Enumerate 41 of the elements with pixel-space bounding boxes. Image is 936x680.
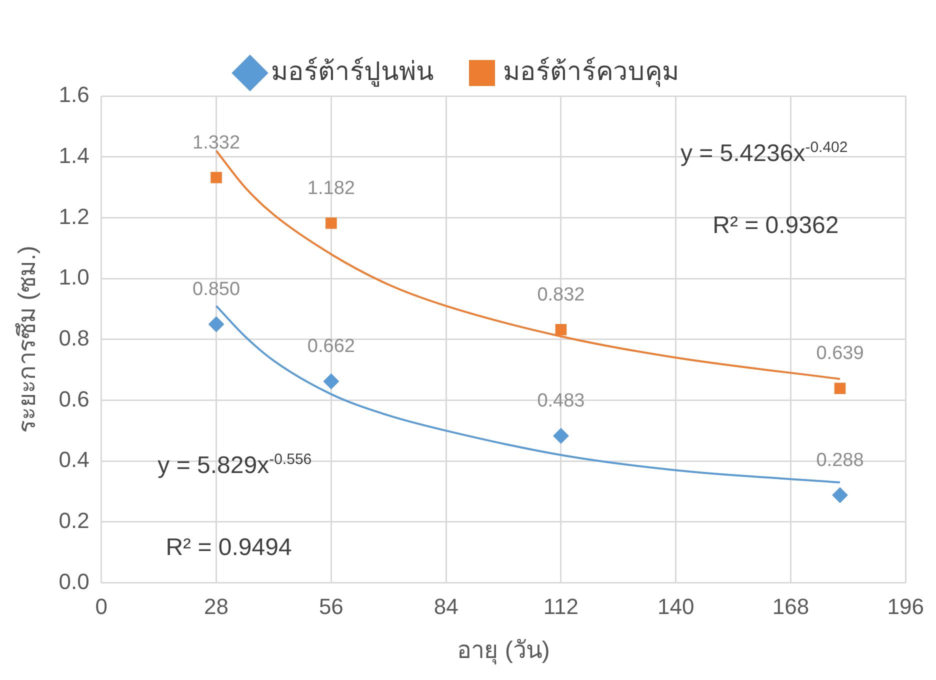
point	[555, 324, 567, 336]
point	[326, 218, 337, 229]
legend-label: มอร์ต้าร์ควบคุม	[503, 56, 679, 88]
data-label: 1.182	[307, 178, 355, 199]
x-tick-label: 28	[204, 594, 229, 620]
data-label: 0.662	[307, 336, 355, 358]
point	[552, 428, 569, 444]
legend-label: มอร์ต้าร์ปูนพ่น	[271, 56, 434, 88]
annotation: y = 5.4236x$^{-0.402}$	[680, 139, 848, 168]
y-tick-label: 0.2	[58, 508, 90, 534]
point	[208, 316, 224, 332]
x-tick-label: 168	[772, 594, 810, 620]
point	[210, 172, 222, 184]
y-tick-label: 0.4	[58, 447, 90, 472]
point	[323, 373, 340, 390]
y-axis-title: ระยะการซึม (ซม.)	[14, 246, 42, 434]
x-axis-title: อายุ (วัน)	[457, 637, 550, 666]
y-tick-label: 1.0	[58, 264, 90, 290]
data-label: 0.850	[192, 278, 240, 300]
annotation: R² = 0.9362	[712, 212, 839, 240]
x-tick-label: 84	[434, 594, 458, 620]
x-tick-label: 112	[543, 594, 578, 620]
y-tick-label: 0.6	[58, 386, 90, 412]
x-tick-label: 56	[318, 594, 344, 620]
y-tick-label: 1.2	[58, 204, 90, 229]
annotation: y = 5.829x$^{-0.556}$	[158, 450, 312, 480]
x-tick-label: 196	[887, 594, 924, 620]
y-tick-label: 1.4	[58, 142, 90, 168]
x-tick-label: 140	[658, 594, 694, 620]
annotation: R² = 0.9494	[166, 534, 292, 562]
data-label: 0.639	[816, 343, 864, 364]
y-tick-label: 0.0	[58, 568, 90, 594]
data-label: 1.332	[192, 132, 240, 154]
x-tick-label: 0	[95, 594, 108, 620]
data-label: 0.483	[537, 390, 585, 412]
data-label: 0.832	[537, 284, 585, 306]
data-label: 0.288	[816, 450, 864, 471]
point	[832, 487, 848, 504]
y-tick-label: 1.6	[58, 82, 90, 108]
point	[834, 382, 846, 394]
y-tick-label: 0.8	[58, 325, 90, 350]
